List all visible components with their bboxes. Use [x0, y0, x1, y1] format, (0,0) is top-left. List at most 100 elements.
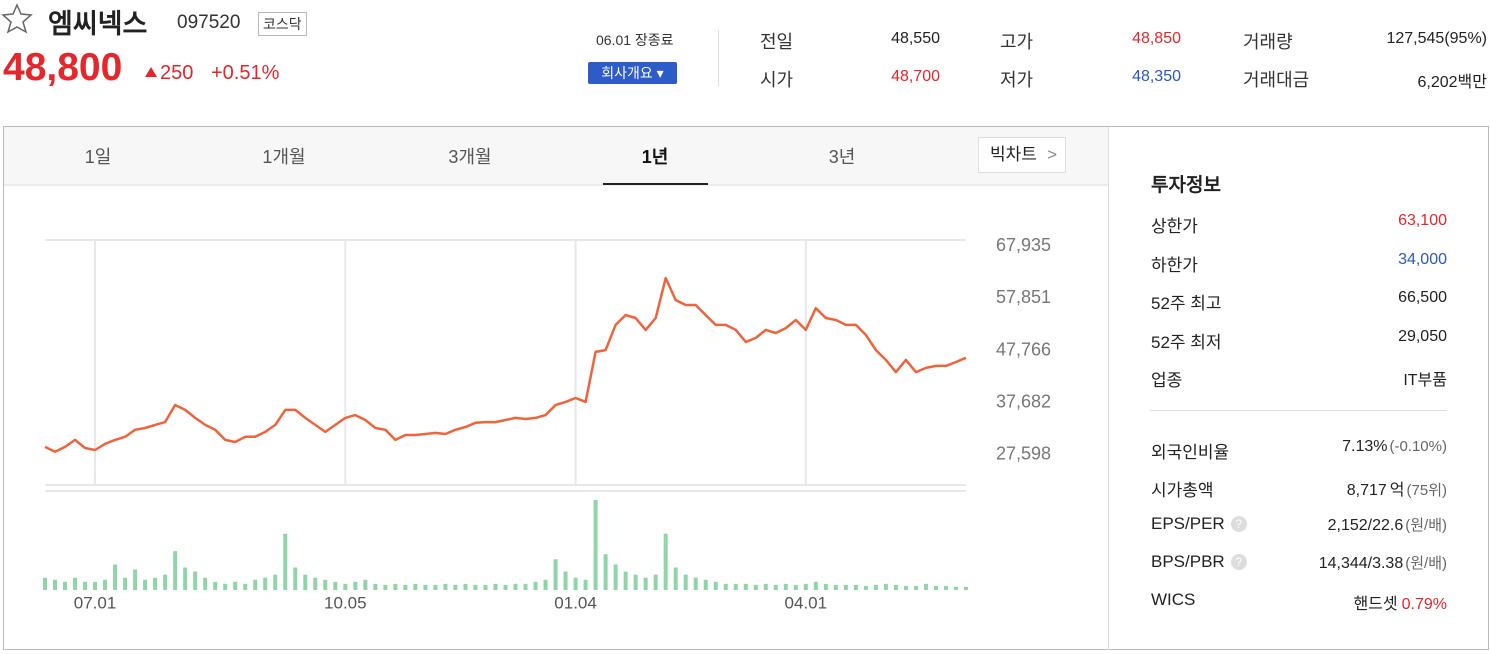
info-value: 2,152/22.6 (원/배): [1328, 514, 1447, 535]
period-tab[interactable]: 3년: [828, 147, 856, 167]
volume-bar: [543, 579, 548, 590]
stock-code: 097520: [177, 12, 241, 33]
volume-bar: [293, 567, 298, 590]
price: 48,800: [3, 46, 123, 89]
volume-bar: [583, 579, 588, 590]
volume-bar: [553, 559, 558, 590]
info-value: 63,100: [1398, 212, 1447, 229]
volume-bar: [433, 584, 438, 590]
volume-bar: [443, 583, 448, 590]
volume-bar: [493, 583, 498, 590]
volume-bar: [213, 581, 218, 590]
volume-bar: [783, 583, 788, 590]
volume-bar: [93, 581, 98, 590]
change-rate: +0.51%: [211, 62, 280, 84]
info-note: (75위): [1406, 482, 1447, 499]
info-row: EPS/PER? 2,152/22.6 (원/배): [1151, 514, 1447, 538]
volume-bar: [183, 567, 188, 590]
volume-bar: [663, 533, 668, 590]
info-label: 하한가: [1151, 255, 1198, 275]
volume-bar: [673, 567, 678, 590]
volume-bar: [273, 574, 278, 590]
info-row: WICS 핸드셋 0.79%: [1151, 590, 1447, 614]
volume-bar: [463, 583, 468, 590]
volume-bar: [883, 583, 888, 590]
volume-bar: [873, 584, 878, 590]
info-row: BPS/PBR? 14,344/3.38 (원/배): [1151, 552, 1447, 576]
favorite-star[interactable]: [1, 3, 33, 34]
volume-bar: [403, 584, 408, 590]
stat-label: 저가: [1000, 70, 1034, 90]
volume-bar: [513, 583, 518, 590]
volume-bar: [373, 583, 378, 590]
volume-bar: [853, 584, 858, 590]
x-tick-label: 07.01: [74, 593, 117, 612]
y-tick-label: 27,598: [996, 444, 1051, 464]
stat-value: 6,202백만: [1417, 74, 1487, 91]
up-arrow: [145, 67, 157, 77]
period-tab[interactable]: 3개월: [448, 147, 492, 167]
price-line: [44, 276, 967, 454]
volume-bar: [203, 577, 208, 590]
info-row: 외국인비율 7.13% (-0.10%): [1151, 438, 1447, 462]
volume-bar: [813, 581, 818, 590]
volume-bar: [613, 564, 618, 590]
stat-value: 48,550: [891, 30, 940, 47]
volume-bar: [753, 584, 758, 590]
company-button[interactable]: 회사개요 ▾: [588, 62, 677, 84]
stat-label: 시가: [760, 70, 794, 90]
x-tick-label: 10.05: [324, 593, 367, 612]
volume-bar: [693, 577, 698, 590]
info-note: (원/배): [1405, 555, 1447, 572]
info-row: 업종 IT부품: [1151, 366, 1447, 390]
volume-bar: [43, 577, 47, 590]
chart-box: [3, 126, 1489, 650]
volume-bar: [823, 583, 828, 590]
info-value: 핸드셋 0.79%: [1353, 590, 1447, 614]
volume-bar: [703, 579, 708, 590]
tab-bar: [4, 127, 1108, 185]
volume-bar: [923, 583, 928, 590]
volume-bar: [413, 583, 418, 590]
volume-bar: [453, 584, 458, 590]
volume-bar: [123, 577, 128, 590]
stock-name: 엠씨넥스: [48, 9, 148, 39]
help-icon[interactable]: ?: [1230, 554, 1247, 570]
info-title: 투자정보: [1151, 175, 1221, 196]
volume-bar: [153, 577, 158, 590]
stat-label: 전일: [760, 32, 794, 52]
market-status: 06.01 장종료: [596, 32, 674, 48]
info-label: 52주 최저: [1151, 332, 1222, 352]
change: 250: [160, 62, 194, 84]
volume-bar: [733, 583, 738, 590]
volume-bar: [243, 583, 248, 590]
volume-bar: [53, 579, 58, 590]
volume-bar: [893, 584, 898, 590]
market-badge: 코스닥: [258, 12, 307, 36]
volume-bar: [73, 577, 78, 590]
volume-bar: [83, 581, 88, 590]
info-value-text: 14,344/3.38: [1318, 555, 1404, 572]
volume-bar: [653, 574, 658, 590]
volume-bar: [333, 581, 338, 590]
company-button-label: 회사개요: [601, 65, 653, 81]
period-tab[interactable]: 1개월: [262, 147, 306, 167]
info-label: BPS/PBR?: [1151, 552, 1247, 572]
help-icon[interactable]: ?: [1230, 516, 1247, 532]
stat-label: 거래량: [1243, 32, 1293, 52]
info-label: 52주 최고: [1151, 294, 1222, 313]
big-chart-button[interactable]: 빅차트 >: [978, 137, 1066, 173]
stat-value: 48,350: [1132, 68, 1181, 85]
volume-bar: [393, 583, 398, 590]
volume-bar: [723, 583, 728, 590]
info-label: EPS/PER?: [1151, 514, 1247, 534]
period-tab[interactable]: 1년: [641, 147, 669, 167]
stat-value: 48,700: [891, 68, 940, 85]
stat-label: 거래대금: [1243, 70, 1310, 90]
x-tick-label: 04.01: [785, 593, 828, 612]
stat-label: 고가: [1000, 32, 1034, 52]
period-tab[interactable]: 1일: [84, 147, 112, 167]
volume-bar: [803, 583, 808, 590]
volume-bar: [503, 584, 508, 590]
volume-bar: [563, 571, 568, 590]
